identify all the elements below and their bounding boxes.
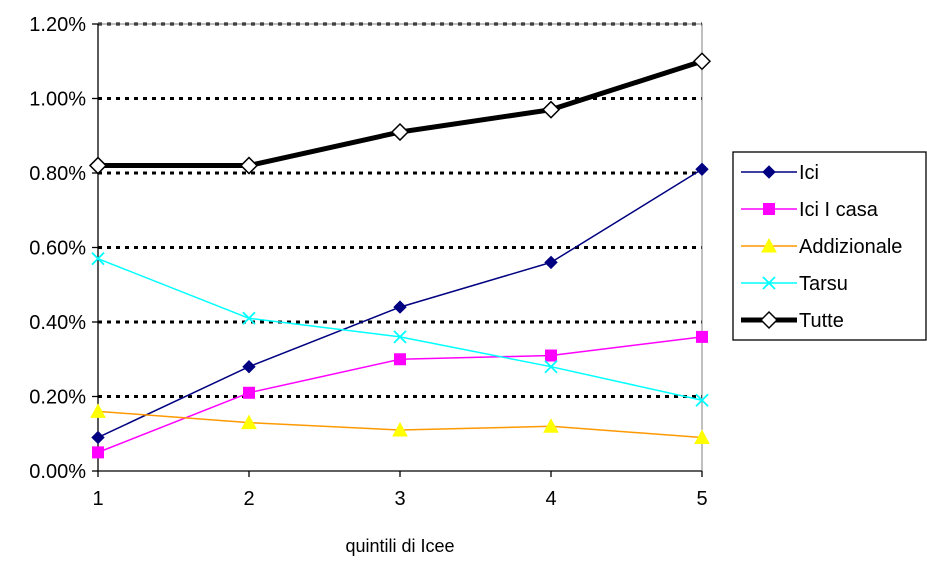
legend-label: Ici	[799, 162, 819, 184]
legend-item-ici-i-casa: Ici I casa	[741, 199, 879, 221]
series-tutte	[88, 52, 712, 175]
data-point-tarsu	[695, 393, 709, 407]
x-tick-label: 5	[696, 488, 707, 510]
series-ici-i-casa	[92, 330, 708, 459]
y-tick-label: 0.60%	[29, 238, 86, 260]
data-point-tutte	[88, 156, 108, 175]
x-tick-label: 2	[243, 488, 254, 510]
x-ticks: 1 2 3 4 5	[92, 471, 708, 510]
data-point-ici-i-casa	[92, 446, 104, 459]
legend-marker-addizionale	[761, 237, 777, 253]
y-tick-label: 0.40%	[29, 312, 86, 334]
data-point-addizionale	[241, 414, 257, 430]
legend-label: Tarsu	[799, 273, 848, 295]
data-point-addizionale	[543, 418, 559, 433]
data-point-tutte	[239, 156, 259, 175]
data-point-ici	[91, 430, 105, 445]
data-point-addizionale	[392, 421, 408, 437]
legend-marker-ici	[762, 165, 776, 179]
legend-label: Addizionale	[799, 236, 902, 258]
data-point-ici	[242, 359, 256, 374]
series-line-tutte	[98, 58, 703, 169]
data-point-tutte	[541, 100, 561, 119]
x-tick-label: 3	[394, 488, 405, 510]
legend-label: Tutte	[799, 310, 844, 332]
legend: Ici Ici I casa Addizionale Tarsu Tutte	[732, 151, 927, 341]
data-point-ici-i-casa	[243, 386, 255, 399]
x-axis-label: quintili di Icee	[345, 536, 454, 556]
series-ici	[91, 162, 709, 445]
data-point-tarsu	[91, 252, 105, 266]
data-point-ici	[544, 255, 558, 270]
data-point-tutte	[692, 52, 712, 71]
legend-item-tarsu: Tarsu	[741, 273, 848, 295]
y-tick-label: 1.20%	[29, 14, 86, 36]
series-line-tarsu	[97, 257, 703, 401]
grid-lines	[98, 22, 702, 398]
y-tick-label: 0.00%	[29, 461, 86, 483]
data-point-tarsu	[544, 360, 558, 374]
series-addizionale	[90, 403, 710, 444]
legend-item-ici: Ici	[741, 162, 819, 184]
data-point-ici-i-casa	[696, 330, 708, 343]
y-tick-label: 0.20%	[29, 387, 86, 409]
data-point-ici-i-casa	[545, 349, 557, 362]
legend-item-addizionale: Addizionale	[741, 236, 902, 258]
data-point-ici	[393, 300, 407, 314]
legend-marker-ici-i-casa	[763, 203, 775, 215]
y-ticks: 0.00% 0.20% 0.40% 0.60% 0.80% 1.00% 1.20%	[29, 14, 98, 483]
y-tick-label: 1.00%	[29, 89, 86, 111]
data-point-tutte	[390, 122, 410, 142]
data-point-tarsu	[393, 330, 407, 344]
data-point-addizionale	[694, 429, 710, 444]
legend-label: Ici I casa	[799, 199, 879, 221]
legend-marker-tutte	[759, 310, 779, 330]
legend-marker-tarsu	[762, 276, 776, 290]
x-tick-label: 4	[545, 488, 556, 510]
data-point-tarsu	[242, 311, 256, 325]
data-point-addizionale	[90, 403, 106, 418]
data-point-ici	[695, 162, 709, 176]
series-tarsu	[91, 252, 709, 407]
series	[88, 52, 712, 459]
data-point-ici-i-casa	[394, 353, 406, 366]
y-tick-label: 0.80%	[29, 163, 86, 185]
x-tick-label: 1	[92, 488, 103, 510]
legend-item-tutte: Tutte	[741, 310, 844, 332]
